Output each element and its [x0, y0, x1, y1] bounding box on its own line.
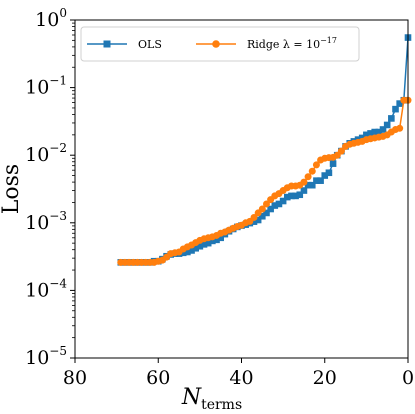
- legend-marker-ols: [103, 40, 111, 48]
- x-tick-label: 40: [229, 367, 253, 389]
- data-point: [396, 100, 403, 107]
- data-point: [388, 115, 395, 122]
- y-tick-label: 10−4: [25, 276, 67, 301]
- data-point: [379, 126, 387, 133]
- data-point: [363, 131, 370, 139]
- data-point: [321, 172, 329, 179]
- data-point: [300, 187, 308, 194]
- data-point: [250, 213, 258, 221]
- data-point: [259, 212, 266, 220]
- data-point: [267, 205, 274, 213]
- data-point: [279, 197, 287, 205]
- x-axis-title-main: N: [181, 385, 202, 410]
- data-point: [392, 105, 399, 113]
- y-axis-title: Loss: [0, 164, 24, 214]
- data-point: [217, 234, 224, 242]
- data-point: [250, 218, 258, 225]
- x-axis-title: Nterms: [181, 385, 242, 413]
- data-point: [371, 128, 378, 136]
- data-point: [258, 205, 266, 213]
- data-point: [383, 121, 391, 129]
- data-point: [329, 160, 337, 167]
- data-point: [337, 147, 345, 155]
- data-point: [312, 161, 320, 169]
- legend-marker-ridge: [212, 40, 220, 48]
- plot-frame: [74, 19, 409, 359]
- data-point: [313, 177, 320, 184]
- x-tick-label: 0: [402, 367, 414, 389]
- data-point: [304, 173, 312, 181]
- legend-label-ridge: Ridge λ = 10−17: [247, 36, 337, 51]
- y-tick-label: 100: [35, 6, 67, 31]
- ticks-layer: 80 60 40 20 0 100 10−1 10−2 10−3 10−4 10−5: [25, 6, 414, 389]
- data-point: [292, 192, 299, 200]
- data-point: [317, 177, 324, 184]
- series-ols: [117, 34, 412, 266]
- data-point: [262, 200, 270, 208]
- data-point: [188, 247, 195, 254]
- data-point: [271, 202, 279, 209]
- data-point: [304, 181, 312, 189]
- x-tick-label: 80: [63, 367, 87, 389]
- legend: OLS Ridge λ = 10−17: [80, 26, 360, 62]
- data-point: [196, 242, 204, 250]
- y-tick-label: 10−2: [25, 141, 67, 166]
- data-point: [375, 128, 383, 136]
- data-point: [308, 167, 316, 175]
- data-point: [283, 193, 291, 201]
- x-tick-label: 20: [313, 367, 337, 389]
- legend-label-ridge-exponent: −17: [320, 36, 337, 45]
- data-point: [296, 191, 304, 199]
- data-point: [184, 248, 191, 256]
- data-point: [325, 169, 333, 177]
- series-line: [120, 99, 408, 264]
- data-point: [367, 130, 374, 137]
- legend-label-ridge-main: Ridge λ = 10: [247, 38, 320, 51]
- data-point: [288, 192, 295, 200]
- data-point: [396, 124, 404, 132]
- data-point: [204, 239, 212, 247]
- data-point: [179, 249, 187, 257]
- data-point: [192, 244, 200, 252]
- series-layer: [117, 34, 412, 266]
- data-point: [254, 216, 262, 224]
- data-point: [263, 209, 270, 217]
- series-line: [120, 37, 409, 264]
- data-point: [209, 237, 216, 245]
- y-tick-label: 10−3: [25, 209, 67, 234]
- data-point: [213, 236, 220, 244]
- x-axis-title-subscript: terms: [201, 397, 242, 413]
- data-point: [308, 181, 316, 189]
- y-tick-label: 10−5: [25, 344, 67, 369]
- data-point: [300, 178, 308, 186]
- data-point: [200, 241, 208, 248]
- x-tick-label: 60: [146, 367, 170, 389]
- y-tick-label: 10−1: [25, 74, 67, 99]
- data-point: [275, 200, 283, 208]
- legend-label-ols: OLS: [138, 38, 162, 51]
- series-ridge: [117, 96, 412, 266]
